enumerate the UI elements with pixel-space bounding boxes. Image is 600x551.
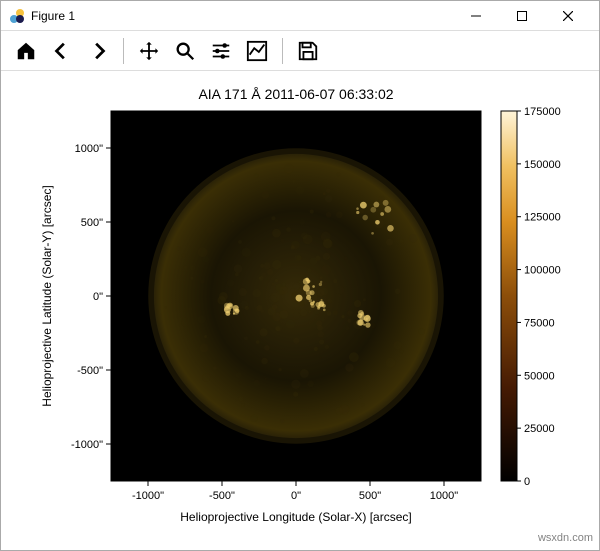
svg-text:0": 0" — [291, 490, 301, 502]
min-button[interactable] — [453, 1, 499, 31]
zoom-icon[interactable] — [170, 36, 200, 66]
svg-text:AIA 171 Å 2011-06-07 06:33:02: AIA 171 Å 2011-06-07 06:33:02 — [198, 86, 393, 102]
svg-text:-1000": -1000" — [71, 439, 103, 451]
svg-text:0": 0" — [93, 291, 103, 303]
close-button[interactable] — [545, 1, 591, 31]
svg-text:Helioprojective Latitude (Sola: Helioprojective Latitude (Solar-Y) [arcs… — [40, 185, 54, 406]
pan-icon[interactable] — [134, 36, 164, 66]
svg-text:125000: 125000 — [524, 212, 561, 224]
svg-text:500": 500" — [359, 490, 381, 502]
svg-text:1000": 1000" — [430, 490, 458, 502]
toolbar-sep — [282, 38, 283, 64]
svg-text:-500": -500" — [77, 365, 103, 377]
svg-text:-1000": -1000" — [132, 490, 164, 502]
svg-text:75000: 75000 — [524, 317, 555, 329]
forward-icon[interactable] — [83, 36, 113, 66]
subplots-icon[interactable] — [206, 36, 236, 66]
home-icon[interactable] — [11, 36, 41, 66]
figure-area: -1000" -500" 0" 500" 1000" -1000" -500" 0" 500" 1… — [1, 71, 599, 550]
window-title: Figure 1 — [31, 9, 453, 23]
svg-text:500": 500" — [81, 217, 103, 229]
save-icon[interactable] — [293, 36, 323, 66]
watermark: wsxdn.com — [538, 532, 593, 544]
axes-icon[interactable] — [242, 36, 272, 66]
toolbar-sep — [123, 38, 124, 64]
svg-text:175000: 175000 — [524, 106, 561, 118]
back-icon[interactable] — [47, 36, 77, 66]
svg-text:50000: 50000 — [524, 370, 555, 382]
svg-text:Helioprojective Longitude (Sol: Helioprojective Longitude (Solar-X) [arc… — [180, 510, 411, 524]
svg-text:150000: 150000 — [524, 159, 561, 171]
max-button[interactable] — [499, 1, 545, 31]
app-icon — [9, 8, 25, 24]
svg-text:25000: 25000 — [524, 423, 555, 435]
title-bar: Figure 1 — [1, 1, 599, 31]
toolbar — [1, 31, 599, 71]
svg-text:100000: 100000 — [524, 265, 561, 277]
svg-text:0: 0 — [524, 476, 530, 488]
svg-text:1000": 1000" — [75, 143, 103, 155]
svg-text:-500": -500" — [209, 490, 235, 502]
